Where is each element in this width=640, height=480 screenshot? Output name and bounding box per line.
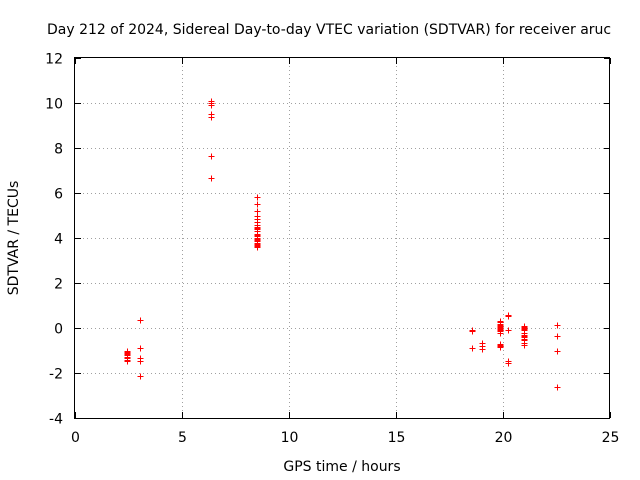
ticks-layer: 0 5 10 15 20 25 -4 -2 0 2 4 6 8 10 12 [45, 52, 619, 447]
x-tick-label: 20 [495, 430, 513, 446]
data-point [497, 344, 504, 351]
data-point [208, 153, 215, 160]
x-tick-label: 15 [388, 430, 406, 446]
grid-layer [75, 58, 610, 418]
y-axis-label: SDTVAR / TECUs [6, 181, 22, 296]
data-point [521, 342, 528, 349]
data-point [469, 345, 476, 352]
chart-title: Day 212 of 2024, Sidereal Day-to-day VTE… [47, 22, 611, 38]
data-point [137, 373, 144, 380]
y-tick-label: -2 [49, 367, 63, 383]
data-point [208, 114, 215, 121]
data-point [208, 102, 215, 109]
data-point [505, 360, 512, 367]
data-point [554, 322, 561, 329]
x-axis-label: GPS time / hours [283, 459, 400, 475]
y-tick-label: 2 [54, 277, 63, 293]
y-tick-label: 4 [54, 232, 63, 248]
data-point [124, 358, 131, 365]
data-point [137, 358, 144, 365]
data-point [254, 244, 261, 251]
data-point [505, 313, 512, 320]
data-point [497, 330, 504, 337]
y-tick-label: 12 [45, 52, 63, 68]
data-point [505, 327, 512, 334]
y-tick-label: 8 [54, 142, 63, 158]
data-point [254, 201, 261, 208]
data-point [137, 317, 144, 324]
y-tick-label: 10 [45, 97, 63, 113]
x-tick-label: 10 [281, 430, 299, 446]
plot-frame [74, 57, 610, 419]
y-tick-label: 6 [54, 187, 63, 203]
y-tick-label: 0 [54, 322, 63, 338]
x-tick-label: 25 [602, 430, 620, 446]
data-points [124, 98, 561, 391]
data-point [254, 194, 261, 201]
data-point [208, 175, 215, 182]
data-point [479, 346, 486, 353]
data-point [137, 345, 144, 352]
y-tick-label: -4 [49, 412, 63, 428]
data-point [554, 348, 561, 355]
data-point [254, 225, 261, 232]
data-point [469, 328, 476, 335]
x-tick-label: 0 [71, 430, 80, 446]
data-point [554, 333, 561, 340]
x-tick-label: 5 [178, 430, 187, 446]
data-point [554, 384, 561, 391]
